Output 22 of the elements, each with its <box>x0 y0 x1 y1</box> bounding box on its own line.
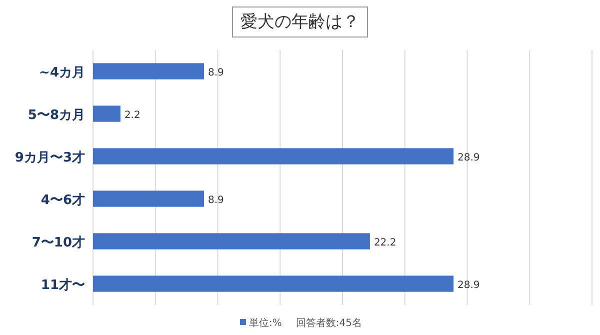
chart-title: 愛犬の年齢は？ <box>240 12 360 32</box>
bar <box>93 233 370 250</box>
title: 愛犬の年齢は？ <box>232 6 368 38</box>
bar <box>93 106 120 122</box>
bar <box>93 190 204 207</box>
y-tick-label: 4〜6才 <box>40 192 85 208</box>
data-label: 22.2 <box>374 237 396 248</box>
data-label: 8.9 <box>208 67 224 78</box>
bar <box>93 276 454 292</box>
y-tick-label: 11才〜 <box>40 278 85 293</box>
y-tick-label: ~4カ月 <box>39 65 85 80</box>
y-tick-label: 5〜8カ月 <box>28 108 85 123</box>
bar <box>93 63 204 80</box>
legend-label: 単位:% <box>249 317 282 329</box>
data-label: 8.9 <box>208 194 224 206</box>
bar <box>93 148 454 164</box>
data-label: 28.9 <box>458 280 480 291</box>
data-label: 2.2 <box>124 110 140 121</box>
text: 回答者数:45名 <box>296 317 362 329</box>
y-tick-label: 9カ月〜3才 <box>14 150 85 166</box>
data-label: 28.9 <box>458 152 480 164</box>
y-tick-label: 7〜10才 <box>32 235 85 250</box>
